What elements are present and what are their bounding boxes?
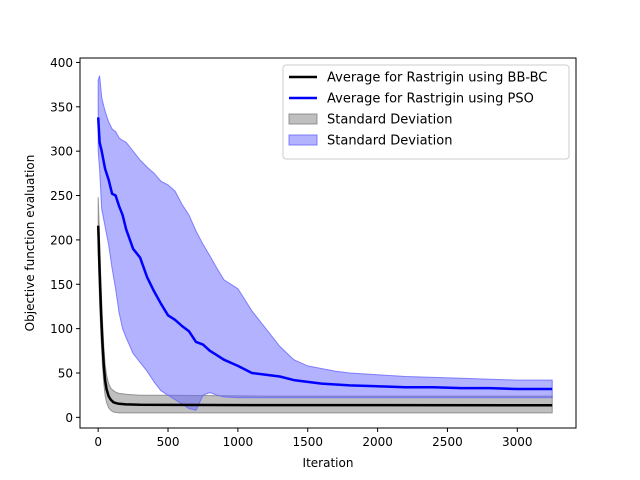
y-tick-label: 250	[50, 189, 73, 203]
x-tick-label: 2500	[432, 435, 463, 449]
legend-label: Average for Rastrigin using PSO	[327, 92, 534, 107]
plot-area	[96, 75, 553, 414]
y-tick-label: 100	[50, 322, 73, 336]
x-tick-label: 1500	[292, 435, 323, 449]
legend: Average for Rastrigin using BB-BC Average…	[282, 64, 570, 160]
y-tick-label: 350	[50, 100, 73, 114]
y-tick-label: 150	[50, 278, 73, 292]
std-band-3	[97, 75, 553, 411]
x-tick-label: 3000	[502, 435, 533, 449]
series-line-0	[96, 225, 553, 407]
y-tick-label: 50	[58, 366, 73, 380]
y-tick-label: 400	[50, 56, 73, 70]
x-tick-label: 0	[94, 435, 102, 449]
legend-box	[282, 64, 570, 160]
plot-frame	[79, 57, 577, 429]
x-tick-label: 500	[157, 435, 180, 449]
series-line-1	[96, 117, 553, 391]
y-axis-label: Objective function evaluation	[23, 155, 37, 332]
x-axis: 0 500 1000 1500 2000 2500 3000	[94, 428, 533, 449]
y-tick-label: 300	[50, 145, 73, 159]
legend-patch-swatch	[288, 134, 318, 146]
x-tick-label: 1000	[223, 435, 254, 449]
x-tick-label: 2000	[362, 435, 393, 449]
y-tick-label: 200	[50, 233, 73, 247]
y-axis: 0 50 100 150 200 250 300 350 400	[50, 56, 80, 425]
legend-label: Average for Rastrigin using BB-BC	[327, 71, 547, 86]
legend-patch-swatch	[288, 113, 318, 125]
y-tick-label: 0	[65, 411, 73, 425]
std-band-2	[97, 197, 553, 414]
legend-label: Standard Deviation	[327, 134, 452, 149]
x-axis-label: Iteration	[303, 456, 354, 470]
legend-label: Standard Deviation	[327, 113, 452, 128]
